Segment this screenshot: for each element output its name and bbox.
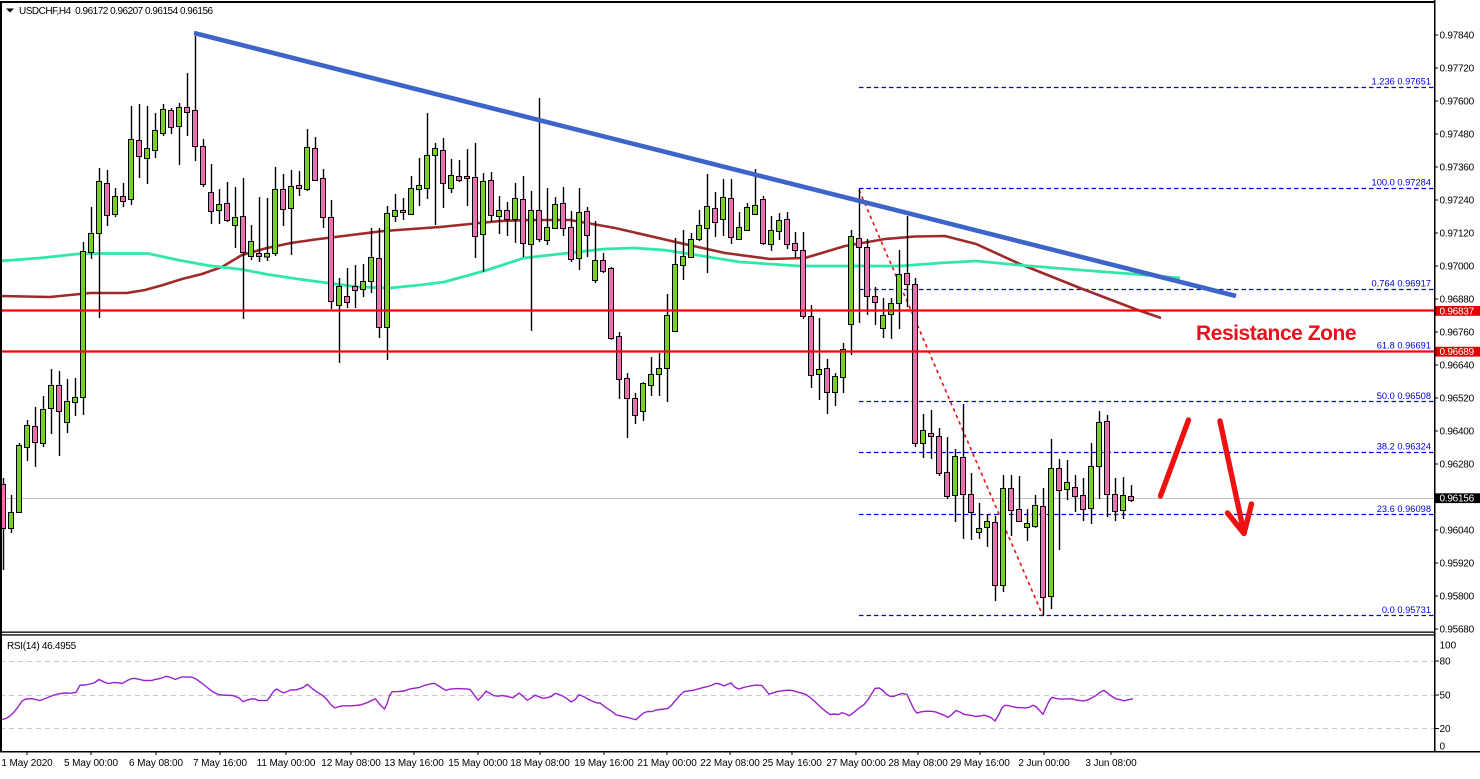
- svg-text:27 May 00:00: 27 May 00:00: [826, 758, 886, 769]
- svg-text:0.96280: 0.96280: [1440, 460, 1475, 471]
- svg-text:0.97360: 0.97360: [1440, 163, 1475, 174]
- svg-text:0.96689: 0.96689: [1440, 347, 1475, 358]
- svg-text:29 May 16:00: 29 May 16:00: [950, 758, 1010, 769]
- svg-text:12 May 08:00: 12 May 08:00: [321, 758, 381, 769]
- svg-text:20: 20: [1440, 724, 1452, 735]
- svg-text:0.96040: 0.96040: [1440, 526, 1475, 537]
- svg-text:0.96520: 0.96520: [1440, 394, 1475, 405]
- svg-text:19 May 16:00: 19 May 16:00: [574, 758, 634, 769]
- svg-text:1 May 2020: 1 May 2020: [1, 758, 53, 769]
- svg-text:0.96400: 0.96400: [1440, 427, 1475, 438]
- svg-text:22 May 08:00: 22 May 08:00: [700, 758, 760, 769]
- svg-text:11 May 00:00: 11 May 00:00: [257, 758, 316, 769]
- svg-text:2 Jun 00:00: 2 Jun 00:00: [1018, 758, 1070, 769]
- svg-text:0.97480: 0.97480: [1440, 130, 1475, 141]
- svg-text:6 May 08:00: 6 May 08:00: [129, 758, 183, 769]
- svg-text:100: 100: [1440, 641, 1457, 652]
- svg-text:0.97720: 0.97720: [1440, 64, 1475, 75]
- svg-text:0.764 0.96917: 0.764 0.96917: [1372, 278, 1431, 288]
- svg-text:18 May 08:00: 18 May 08:00: [510, 758, 570, 769]
- svg-text:5 May 00:00: 5 May 00:00: [64, 758, 118, 769]
- svg-text:100.0 0.97284: 100.0 0.97284: [1372, 177, 1431, 187]
- svg-text:0.97000: 0.97000: [1440, 262, 1475, 273]
- svg-text:23.6 0.96098: 23.6 0.96098: [1377, 504, 1431, 514]
- svg-text:0.96880: 0.96880: [1440, 295, 1475, 306]
- svg-text:0.97240: 0.97240: [1440, 196, 1475, 207]
- svg-text:0.96760: 0.96760: [1440, 328, 1475, 339]
- svg-text:0.96837: 0.96837: [1440, 306, 1475, 317]
- svg-text:61.8 0.96691: 61.8 0.96691: [1377, 341, 1431, 351]
- svg-text:38.2 0.96324: 38.2 0.96324: [1377, 441, 1431, 451]
- svg-text:25 May 16:00: 25 May 16:00: [762, 758, 822, 769]
- svg-text:28 May 08:00: 28 May 08:00: [888, 758, 948, 769]
- svg-text:80: 80: [1440, 657, 1452, 668]
- svg-text:50: 50: [1440, 691, 1452, 702]
- svg-text:3 Jun 08:00: 3 Jun 08:00: [1085, 758, 1137, 769]
- svg-text:15 May 00:00: 15 May 00:00: [448, 758, 508, 769]
- svg-text:0: 0: [1440, 742, 1446, 753]
- svg-text:Resistance Zone: Resistance Zone: [1196, 322, 1356, 345]
- svg-text:0.95920: 0.95920: [1440, 559, 1475, 570]
- svg-text:USDCHF,H4 0.96172 0.96207 0.9: USDCHF,H4 0.96172 0.96207 0.96154 0.9615…: [19, 6, 214, 17]
- svg-text:0.95800: 0.95800: [1440, 592, 1475, 603]
- svg-text:0.97840: 0.97840: [1440, 31, 1475, 42]
- svg-text:0.96640: 0.96640: [1440, 361, 1475, 372]
- svg-text:13 May 16:00: 13 May 16:00: [384, 758, 444, 769]
- svg-text:21 May 00:00: 21 May 00:00: [637, 758, 697, 769]
- svg-text:7 May 16:00: 7 May 16:00: [193, 758, 247, 769]
- svg-text:RSI(14) 46.4955: RSI(14) 46.4955: [7, 641, 77, 652]
- svg-text:50.0 0.96508: 50.0 0.96508: [1377, 391, 1431, 401]
- svg-text:0.96156: 0.96156: [1440, 494, 1475, 505]
- svg-text:0.97120: 0.97120: [1440, 229, 1475, 240]
- svg-text:0.97600: 0.97600: [1440, 97, 1475, 108]
- svg-text:1.236 0.97651: 1.236 0.97651: [1372, 76, 1431, 86]
- svg-text:0.0 0.95731: 0.0 0.95731: [1382, 605, 1431, 615]
- svg-text:0.95680: 0.95680: [1440, 625, 1475, 636]
